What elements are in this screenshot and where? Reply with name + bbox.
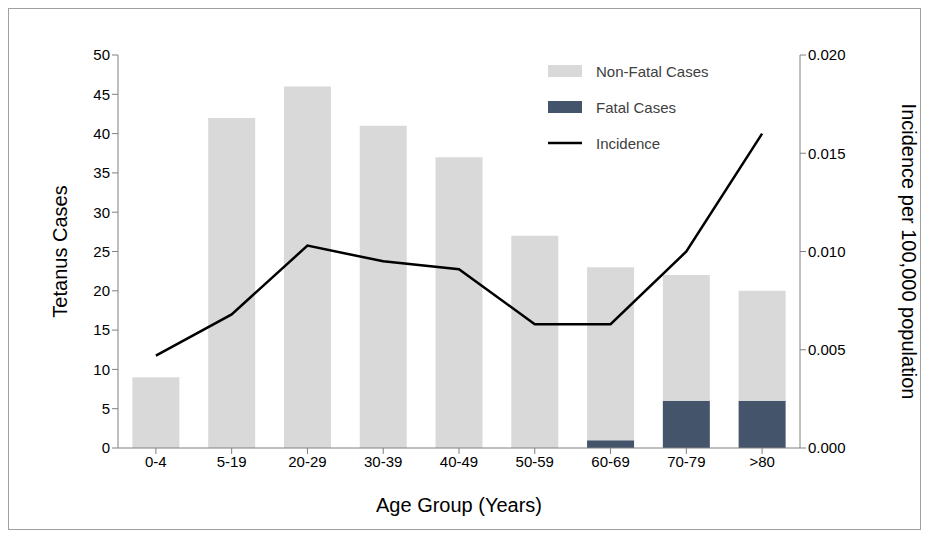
svg-text:40-49: 40-49 bbox=[440, 453, 478, 470]
svg-text:Age Group (Years): Age Group (Years) bbox=[376, 494, 542, 516]
svg-text:Tetanus Cases: Tetanus Cases bbox=[49, 185, 71, 317]
svg-text:15: 15 bbox=[93, 321, 110, 338]
svg-text:0-4: 0-4 bbox=[145, 453, 167, 470]
svg-text:0.015: 0.015 bbox=[808, 145, 846, 162]
svg-text:25: 25 bbox=[93, 243, 110, 260]
svg-text:40: 40 bbox=[93, 125, 110, 142]
svg-text:60-69: 60-69 bbox=[591, 453, 629, 470]
svg-text:45: 45 bbox=[93, 86, 110, 103]
svg-text:10: 10 bbox=[93, 361, 110, 378]
svg-text:0.010: 0.010 bbox=[808, 243, 846, 260]
svg-text:>80: >80 bbox=[749, 453, 774, 470]
svg-text:5: 5 bbox=[102, 400, 110, 417]
svg-text:30: 30 bbox=[93, 204, 110, 221]
svg-text:20: 20 bbox=[93, 282, 110, 299]
svg-text:0: 0 bbox=[102, 439, 110, 456]
html-text:Non-Fatal Cases: Non-Fatal Cases bbox=[596, 62, 709, 80]
svg-text:50-59: 50-59 bbox=[516, 453, 554, 470]
svg-text:0.005: 0.005 bbox=[808, 341, 846, 358]
svg-text:5-19: 5-19 bbox=[217, 453, 247, 470]
svg-text:0.020: 0.020 bbox=[808, 46, 846, 63]
html-text:Fatal Cases: Fatal Cases bbox=[596, 98, 676, 116]
svg-text:30-39: 30-39 bbox=[364, 453, 402, 470]
svg-text:0.000: 0.000 bbox=[808, 439, 846, 456]
svg-text:35: 35 bbox=[93, 164, 110, 181]
html-text:Incidence: Incidence bbox=[596, 134, 661, 152]
svg-text:Incidence per 100,000 populati: Incidence per 100,000 population bbox=[898, 104, 920, 400]
svg-text:20-29: 20-29 bbox=[288, 453, 326, 470]
svg-text:70-79: 70-79 bbox=[667, 453, 705, 470]
svg-text:50: 50 bbox=[93, 46, 110, 63]
